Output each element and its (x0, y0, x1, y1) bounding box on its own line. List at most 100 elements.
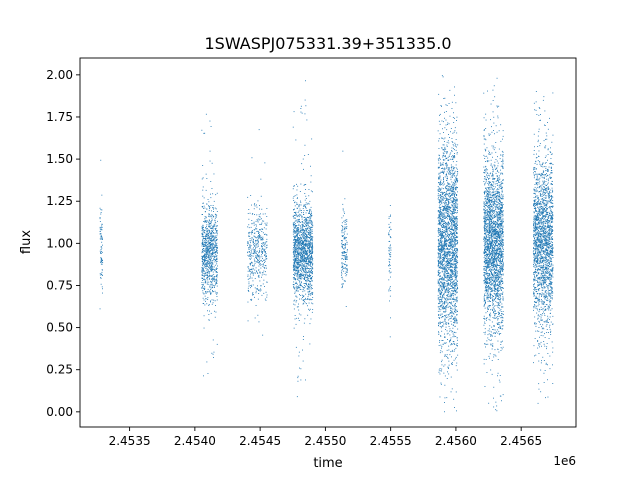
data-point (389, 240, 391, 242)
data-point (210, 293, 211, 295)
data-point (452, 263, 453, 265)
data-point (341, 225, 343, 226)
data-point (304, 263, 306, 265)
data-point (304, 238, 306, 240)
data-point (294, 259, 296, 261)
data-point (204, 258, 206, 260)
data-point (444, 141, 445, 142)
data-point (305, 282, 307, 284)
data-point (390, 254, 392, 256)
data-point (297, 287, 299, 289)
data-point (302, 268, 304, 270)
observing-season-points (437, 75, 459, 413)
data-point (449, 255, 450, 257)
data-point (215, 256, 217, 258)
data-point (293, 262, 295, 264)
data-point (443, 308, 445, 310)
data-point (451, 293, 453, 294)
data-point (252, 240, 254, 242)
data-point (442, 184, 444, 186)
data-point (303, 249, 304, 251)
data-point (447, 304, 449, 306)
data-point (438, 334, 440, 335)
data-point (202, 195, 204, 197)
data-point (294, 273, 296, 274)
data-point (309, 251, 311, 253)
data-point (305, 198, 307, 199)
data-point (446, 165, 448, 167)
data-point (216, 269, 217, 270)
data-point (305, 184, 307, 185)
data-point (261, 294, 263, 296)
data-point (446, 275, 448, 277)
data-point (438, 234, 440, 236)
data-point (310, 190, 312, 192)
data-point (263, 244, 265, 246)
data-point (309, 228, 311, 230)
data-point (450, 164, 452, 166)
data-point (450, 264, 452, 265)
data-point (210, 284, 212, 285)
data-point (216, 252, 218, 254)
data-point (302, 232, 304, 233)
data-point (439, 263, 441, 264)
data-point (343, 244, 345, 245)
data-point (304, 239, 306, 241)
data-point (252, 255, 254, 257)
data-point (208, 229, 210, 231)
data-point (443, 214, 445, 216)
data-point (208, 216, 210, 217)
data-point (389, 300, 390, 302)
data-point (443, 179, 444, 180)
data-point (443, 246, 445, 248)
data-point (257, 314, 259, 316)
data-point (302, 208, 304, 209)
data-point (307, 263, 308, 264)
data-point (203, 256, 204, 258)
data-point (205, 252, 207, 254)
data-point (266, 258, 268, 260)
data-point (250, 287, 251, 289)
data-point (311, 138, 313, 140)
data-point (454, 196, 455, 197)
data-point (452, 206, 454, 208)
data-point (210, 288, 212, 290)
data-point (305, 257, 306, 259)
data-point (448, 205, 450, 207)
data-point (295, 259, 297, 261)
data-point (298, 317, 299, 319)
data-point (452, 200, 454, 202)
data-point (259, 290, 261, 292)
data-point (443, 260, 444, 262)
data-point (307, 247, 309, 248)
data-point (452, 262, 454, 264)
data-point (442, 257, 443, 259)
data-point (207, 310, 208, 312)
data-point (216, 296, 218, 297)
data-point (343, 263, 345, 265)
data-point (295, 261, 297, 263)
data-point (307, 202, 309, 204)
data-point (311, 214, 313, 216)
data-point (299, 243, 301, 244)
data-point (207, 279, 209, 281)
data-point (206, 246, 208, 248)
data-point (442, 216, 444, 218)
data-point (442, 303, 444, 305)
data-point (444, 250, 446, 252)
data-point (447, 371, 448, 373)
data-point (388, 261, 390, 262)
data-point (292, 233, 294, 235)
data-point (305, 263, 307, 264)
data-point (456, 362, 458, 364)
data-point (251, 298, 253, 300)
data-point (301, 255, 303, 257)
data-point (252, 294, 254, 296)
data-point (443, 285, 445, 287)
data-point (343, 270, 345, 272)
data-point (211, 214, 213, 216)
data-point (446, 129, 448, 131)
data-point (438, 158, 440, 160)
data-point (448, 254, 450, 256)
data-point (299, 191, 301, 192)
